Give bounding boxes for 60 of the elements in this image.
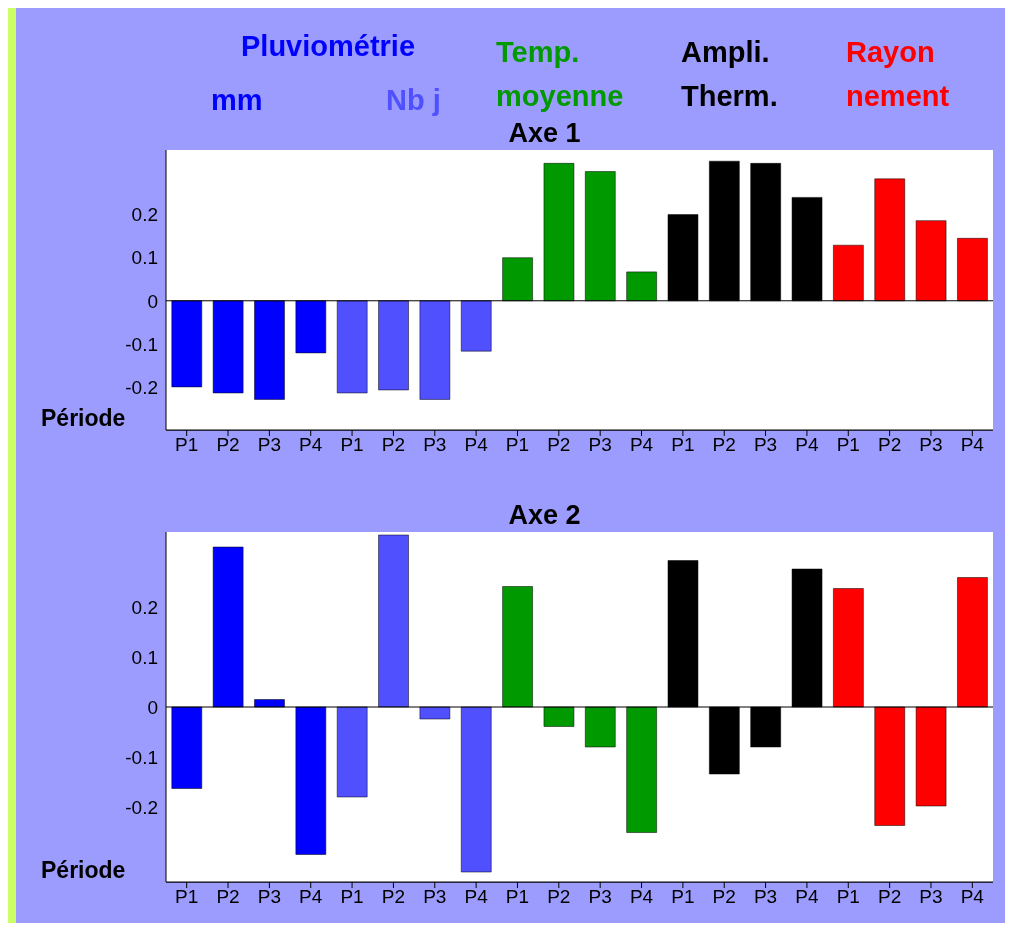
series-label: Ampli. Therm.	[681, 35, 778, 114]
x-tick-label: P1	[671, 886, 695, 908]
chart-title: Axe 1	[507, 118, 582, 150]
x-tick-label: P4	[960, 434, 985, 456]
x-tick-label: P1	[340, 434, 364, 456]
x-tick-label: P4	[960, 886, 985, 908]
x-tick-label: P4	[795, 434, 819, 456]
x-tick-label: P2	[381, 434, 406, 456]
x-tick-label: P2	[878, 886, 902, 908]
x-axis-title: Période	[41, 857, 126, 884]
x-tick-label: P3	[919, 434, 943, 456]
y-tick-label: -0.1	[125, 333, 158, 355]
y-tick-label: -0.2	[125, 376, 158, 398]
x-tick-label: P3	[588, 886, 612, 908]
x-tick-label: P3	[919, 886, 943, 908]
x-axis-title: Période	[41, 405, 126, 432]
y-tick-label: -0.1	[125, 746, 158, 768]
x-tick-label: P1	[340, 886, 364, 908]
x-tick-label: P2	[547, 434, 571, 456]
chart-title: Axe 2	[507, 500, 582, 532]
x-tick-label: P2	[712, 886, 736, 908]
x-tick-label: P3	[423, 434, 447, 456]
y-tick-label: -0.2	[125, 796, 158, 818]
x-tick-label: P1	[671, 434, 695, 456]
x-tick-label: P1	[505, 434, 530, 456]
legend-title: Pluviométrie	[241, 30, 416, 63]
y-tick-label: 0.2	[131, 596, 158, 618]
x-tick-label: P3	[753, 434, 778, 456]
y-tick-label: 0	[147, 290, 158, 312]
x-tick-label: P4	[299, 434, 323, 456]
y-tick-label: 0.1	[131, 247, 158, 269]
x-tick-label: P3	[588, 434, 612, 456]
text: Rayon nement	[846, 35, 950, 114]
x-tick-label: P1	[175, 434, 199, 456]
x-tick-label: P2	[381, 886, 406, 908]
x-tick-label: P2	[547, 886, 571, 908]
x-tick-label: P2	[216, 886, 240, 908]
x-tick-label: P2	[878, 434, 902, 456]
x-tick-label: P3	[753, 886, 778, 908]
x-tick-label: P4	[629, 886, 654, 908]
x-tick-label: P2	[712, 434, 736, 456]
y-tick-label: 0.2	[131, 204, 158, 226]
text: Nb j	[386, 83, 441, 118]
x-tick-label: P3	[423, 886, 447, 908]
x-tick-label: P3	[257, 434, 281, 456]
y-tick-label: 0.1	[131, 646, 158, 668]
y-tick-label: 0	[147, 696, 158, 718]
text: Temp. moyenne	[496, 35, 624, 114]
x-tick-label: P4	[629, 434, 654, 456]
x-tick-label: P1	[175, 886, 199, 908]
text: mm	[211, 83, 263, 118]
x-tick-label: P1	[505, 886, 530, 908]
x-tick-label: P1	[836, 886, 860, 908]
x-tick-label: P2	[216, 434, 240, 456]
x-tick-label: P1	[836, 434, 860, 456]
x-tick-label: P4	[464, 434, 489, 456]
x-tick-label: P4	[299, 886, 323, 908]
x-tick-label: P3	[257, 886, 281, 908]
x-tick-label: P4	[464, 886, 489, 908]
x-tick-label: P4	[795, 886, 819, 908]
